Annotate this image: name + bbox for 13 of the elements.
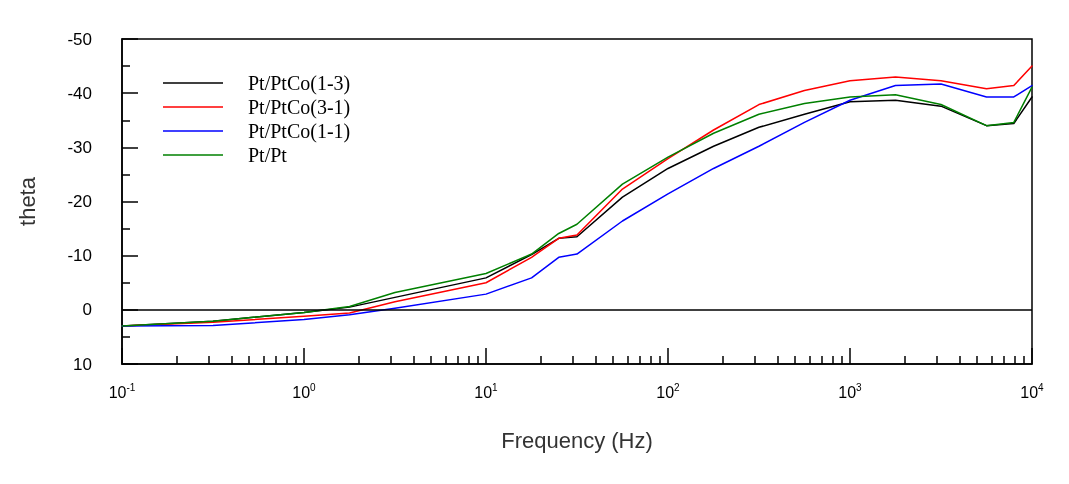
y-axis-title: theta [14, 176, 40, 226]
y-tick-label: -20 [67, 192, 92, 211]
y-tick-label: 10 [73, 354, 92, 374]
y-tick-label: -50 [67, 29, 92, 49]
legend-label: Pt/PtCo(1-1) [248, 120, 351, 143]
y-tick-label: 0 [82, 300, 92, 320]
y-tick-label: -10 [67, 246, 92, 266]
legend-label: Pt/PtCo(3-1) [248, 96, 351, 119]
x-axis-title: Frequency (Hz) [501, 427, 653, 453]
legend-label: Pt/Pt [248, 144, 288, 166]
y-tick-label: -30 [67, 137, 92, 157]
y-tick-label: -40 [67, 83, 92, 103]
legend-label: Pt/PtCo(1-3) [248, 72, 351, 95]
